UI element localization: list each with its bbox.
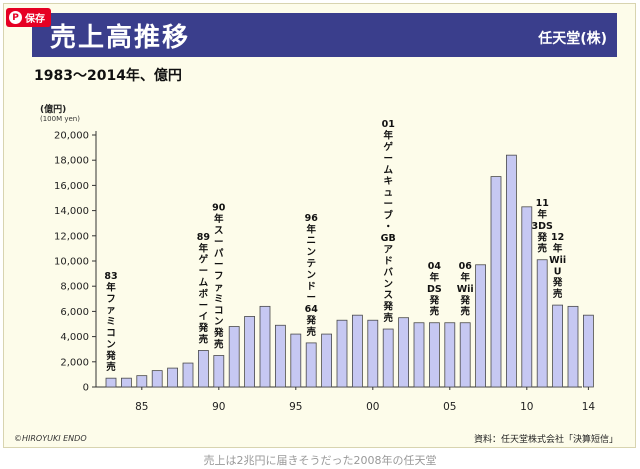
bar — [336, 319, 348, 388]
y-tick-label: 0 — [83, 383, 89, 394]
y-unit-label-en: (100M yen) — [40, 115, 80, 123]
image-caption: 売上は2兆円に届きそうだった2008年の任天堂 — [203, 454, 437, 467]
bar — [197, 350, 209, 388]
bar — [490, 176, 502, 388]
bar — [552, 304, 563, 388]
bar — [244, 316, 256, 388]
author-credit: ©HIROYUKI ENDO — [14, 434, 87, 443]
pinterest-icon: P — [9, 11, 22, 24]
title-banner: 売上高推移 任天堂(株) — [32, 13, 617, 57]
annotation-label: 01 年ゲームキューブ・ GB アドバンス発売 — [381, 119, 396, 324]
bar — [105, 377, 117, 388]
bar — [321, 333, 333, 388]
bar — [583, 314, 594, 388]
annotation-label: 06 年 Wii 発売 — [457, 261, 474, 318]
bar — [182, 362, 194, 388]
y-tick-label: 2,000 — [60, 357, 89, 368]
pinterest-save-button[interactable]: P 保存 — [6, 8, 51, 27]
bar — [413, 322, 425, 388]
y-tick-label: 10,000 — [54, 257, 89, 268]
x-tick-label: 10 — [520, 401, 533, 413]
bar — [305, 342, 317, 388]
y-unit-label: (億円) — [40, 105, 67, 115]
bar — [274, 324, 286, 388]
annotation-label: 96 年ニンテンドー 64 発売 — [305, 213, 319, 338]
annotation-label: 83 年ファミコン発売 — [104, 271, 117, 373]
x-tick-label: 90 — [212, 401, 225, 413]
y-tick-label: 6,000 — [60, 307, 89, 318]
bar — [444, 322, 456, 388]
bar — [428, 322, 440, 388]
bar — [398, 317, 410, 388]
bar — [367, 319, 379, 388]
bar — [290, 333, 302, 388]
bar — [459, 322, 471, 388]
chart-subtitle: 1983〜2014年、億円 — [34, 68, 182, 84]
bar — [213, 355, 225, 388]
bar — [521, 206, 533, 388]
bar — [259, 305, 271, 388]
y-tick-label: 12,000 — [54, 231, 89, 242]
bar — [475, 264, 487, 388]
bar — [136, 375, 148, 388]
bar — [351, 314, 363, 388]
bar — [505, 154, 517, 388]
y-tick-label: 16,000 — [54, 181, 89, 192]
x-tick-label: 00 — [366, 401, 379, 413]
bar — [151, 370, 163, 388]
x-tick-label: 05 — [443, 401, 456, 413]
y-tick-label: 14,000 — [54, 206, 89, 217]
annotation-label: 89 年ゲームボーイ発売 — [197, 232, 210, 346]
bar — [567, 305, 579, 388]
bar — [228, 326, 240, 388]
bar — [121, 377, 132, 388]
annotation-label: 11 年 3DS 発売 — [532, 198, 553, 255]
annotation-label: 12 年 Wii U 発売 — [549, 232, 566, 300]
y-tick-label: 18,000 — [54, 156, 89, 167]
bar — [167, 367, 179, 388]
data-source: 資料：任天堂株式会社「決算短信」 — [473, 435, 618, 445]
y-tick-label: 4,000 — [60, 332, 89, 343]
annotation-label: 04 年 DS 発売 — [427, 261, 442, 318]
save-button-label: 保存 — [25, 14, 45, 25]
annotation-label: 90 年スーパーファミコン発売 — [212, 203, 226, 351]
x-tick-label: 85 — [135, 401, 148, 413]
bar — [382, 328, 394, 388]
company-name: 任天堂(株) — [538, 31, 607, 47]
x-tick-label: 14 — [582, 401, 596, 413]
bar — [536, 259, 548, 388]
y-tick-label: 8,000 — [60, 282, 89, 293]
y-tick-label: 20,000 — [54, 131, 89, 142]
chart-title: 売上高推移 — [50, 23, 191, 53]
x-tick-label: 95 — [289, 401, 302, 413]
